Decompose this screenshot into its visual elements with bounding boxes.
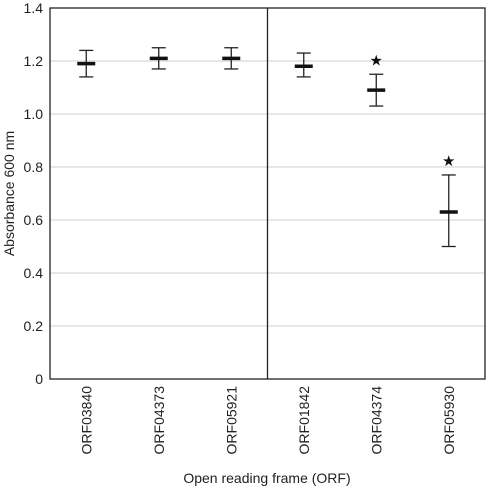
error-bars <box>79 47 456 248</box>
means <box>77 56 458 214</box>
x-tick-label: ORF03840 <box>78 386 94 455</box>
y-axis-title: Absorbance 600 nm <box>1 131 17 256</box>
significance-star: ★ <box>370 51 383 69</box>
y-tick-label: 1.4 <box>24 0 44 16</box>
significance-markers: ★★ <box>370 51 456 170</box>
x-tick-label: ORF04373 <box>151 386 167 455</box>
y-tick-label: 0.8 <box>24 159 44 175</box>
x-tick-label: ORF05921 <box>223 386 239 455</box>
y-tick-label: 0.4 <box>24 265 44 281</box>
y-tick-label: 1.0 <box>24 106 44 122</box>
x-tick-labels: ORF03840 ORF04373 ORF05921 ORF01842 ORF04374… <box>78 386 457 455</box>
x-tick-label: ORF01842 <box>296 386 312 455</box>
significance-star: ★ <box>442 152 455 170</box>
y-tick-label: 1.2 <box>24 53 44 69</box>
y-tick-label: 0 <box>35 371 43 387</box>
x-tick-label: ORF05930 <box>441 386 457 455</box>
x-axis-title: Open reading frame (ORF) <box>183 470 350 486</box>
y-tick-label: 0.6 <box>24 212 44 228</box>
y-tick-label: 0.2 <box>24 318 44 334</box>
y-tick-labels: 0 0.2 0.4 0.6 0.8 1.0 1.2 1.4 <box>24 0 44 387</box>
x-tick-label: ORF04374 <box>368 386 384 455</box>
